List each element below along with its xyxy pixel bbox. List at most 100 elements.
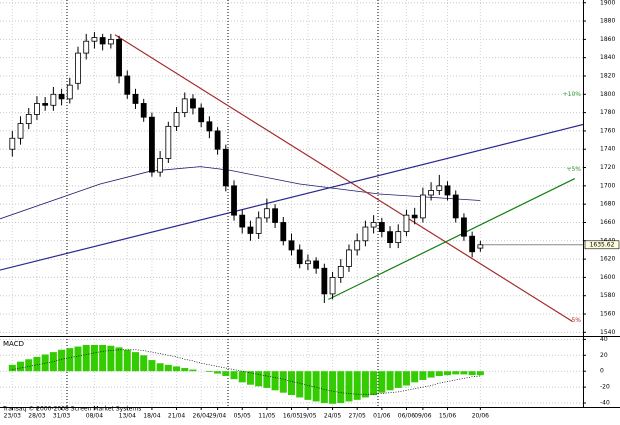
bar xyxy=(452,371,460,375)
bar xyxy=(49,352,57,372)
bar xyxy=(123,349,131,372)
candle-body xyxy=(91,37,98,42)
bar xyxy=(345,371,353,402)
x-tick-label: 24/05 xyxy=(324,413,341,420)
bar xyxy=(279,371,287,393)
bar xyxy=(107,345,115,372)
bar xyxy=(312,371,320,402)
y-tick-label: 0 xyxy=(600,368,604,375)
panel-title: MACD xyxy=(3,340,24,348)
candle-body xyxy=(34,103,40,115)
candle-body xyxy=(362,226,369,242)
candle-body xyxy=(288,240,295,251)
candle-body xyxy=(9,137,16,150)
candle-body xyxy=(403,214,410,233)
candle-body xyxy=(280,222,287,242)
last-price-box xyxy=(584,240,620,250)
candle-body xyxy=(17,123,24,139)
y-tick-label: 1580 xyxy=(600,292,615,299)
bar xyxy=(288,371,295,396)
y-tick-label: 1620 xyxy=(600,256,615,263)
x-tick-label: 13/04 xyxy=(119,413,136,420)
candle-body xyxy=(25,114,32,124)
y-tick-label: 20 xyxy=(600,352,608,359)
trend-line xyxy=(114,34,573,322)
x-tick-label: 06/06 xyxy=(398,413,415,420)
candle-body xyxy=(354,240,361,251)
bar xyxy=(402,371,410,386)
y-tick-label: 1540 xyxy=(600,329,615,336)
bar xyxy=(361,371,369,398)
candle-body xyxy=(132,93,139,104)
bar xyxy=(222,371,230,376)
x-tick-label: 28/03 xyxy=(28,413,45,420)
candle-body xyxy=(452,194,459,219)
bar xyxy=(255,371,263,387)
candle-body xyxy=(436,185,443,191)
candle-body xyxy=(469,235,476,253)
candle-body xyxy=(387,231,393,244)
x-tick-label: 08/04 xyxy=(86,413,103,420)
trend-line xyxy=(328,177,576,300)
bar xyxy=(173,366,181,372)
bar xyxy=(435,371,443,376)
bar xyxy=(205,371,213,372)
x-tick-label: 20/06 xyxy=(472,413,489,420)
annotation: -5% xyxy=(569,317,581,324)
candle-body xyxy=(370,222,377,228)
x-tick-label: 15/06 xyxy=(439,413,456,420)
candle-body xyxy=(231,185,237,216)
candle-body xyxy=(165,125,172,159)
candle-body xyxy=(411,214,418,219)
bar xyxy=(181,368,189,372)
x-tick-label: 05/05 xyxy=(234,413,251,420)
candle-body xyxy=(58,93,65,100)
candle-body xyxy=(247,226,254,234)
candle-body xyxy=(66,84,73,100)
candle-body xyxy=(428,190,434,196)
candle-body xyxy=(214,130,221,150)
x-tick-label: 21/04 xyxy=(168,413,185,420)
candle-body xyxy=(206,121,213,132)
bar xyxy=(33,356,41,372)
x-tick-label: 23/03 xyxy=(4,413,21,420)
y-tick-label: -20 xyxy=(600,384,610,391)
candle-body xyxy=(419,194,426,219)
x-tick-label: 11/05 xyxy=(258,413,275,420)
y-tick-label: 1680 xyxy=(600,201,615,208)
y-tick-label: 1880 xyxy=(600,18,615,25)
bar xyxy=(156,363,164,372)
bar xyxy=(238,371,246,383)
candle-body xyxy=(83,40,90,54)
candle-body xyxy=(42,103,49,106)
y-tick-label: 40 xyxy=(600,336,608,343)
candle-body xyxy=(149,116,155,173)
bar xyxy=(58,349,66,372)
bar xyxy=(148,360,156,372)
bar xyxy=(386,371,394,391)
bar xyxy=(460,371,468,375)
candle-body xyxy=(346,249,352,267)
candle-body xyxy=(99,37,106,45)
candle-body xyxy=(181,98,188,114)
bar xyxy=(444,371,452,376)
x-tick-label: 19/05 xyxy=(299,413,316,420)
candle-body xyxy=(296,249,303,265)
y-tick-label: -40 xyxy=(600,400,610,407)
bar xyxy=(353,371,361,400)
candle-body xyxy=(124,75,131,95)
bar xyxy=(329,371,337,404)
candle-body xyxy=(173,112,180,127)
bar xyxy=(131,352,139,372)
y-tick-label: 1760 xyxy=(600,127,615,134)
bar xyxy=(99,344,107,372)
candle-body xyxy=(378,222,385,233)
bar xyxy=(378,371,386,393)
bar xyxy=(370,371,378,396)
x-tick-label: 26/04 xyxy=(193,413,210,420)
candle-body xyxy=(157,157,164,173)
y-tick-label: 1800 xyxy=(600,91,615,98)
bar xyxy=(17,361,25,372)
y-tick-label: 1700 xyxy=(600,182,615,189)
candle-body xyxy=(263,208,270,219)
